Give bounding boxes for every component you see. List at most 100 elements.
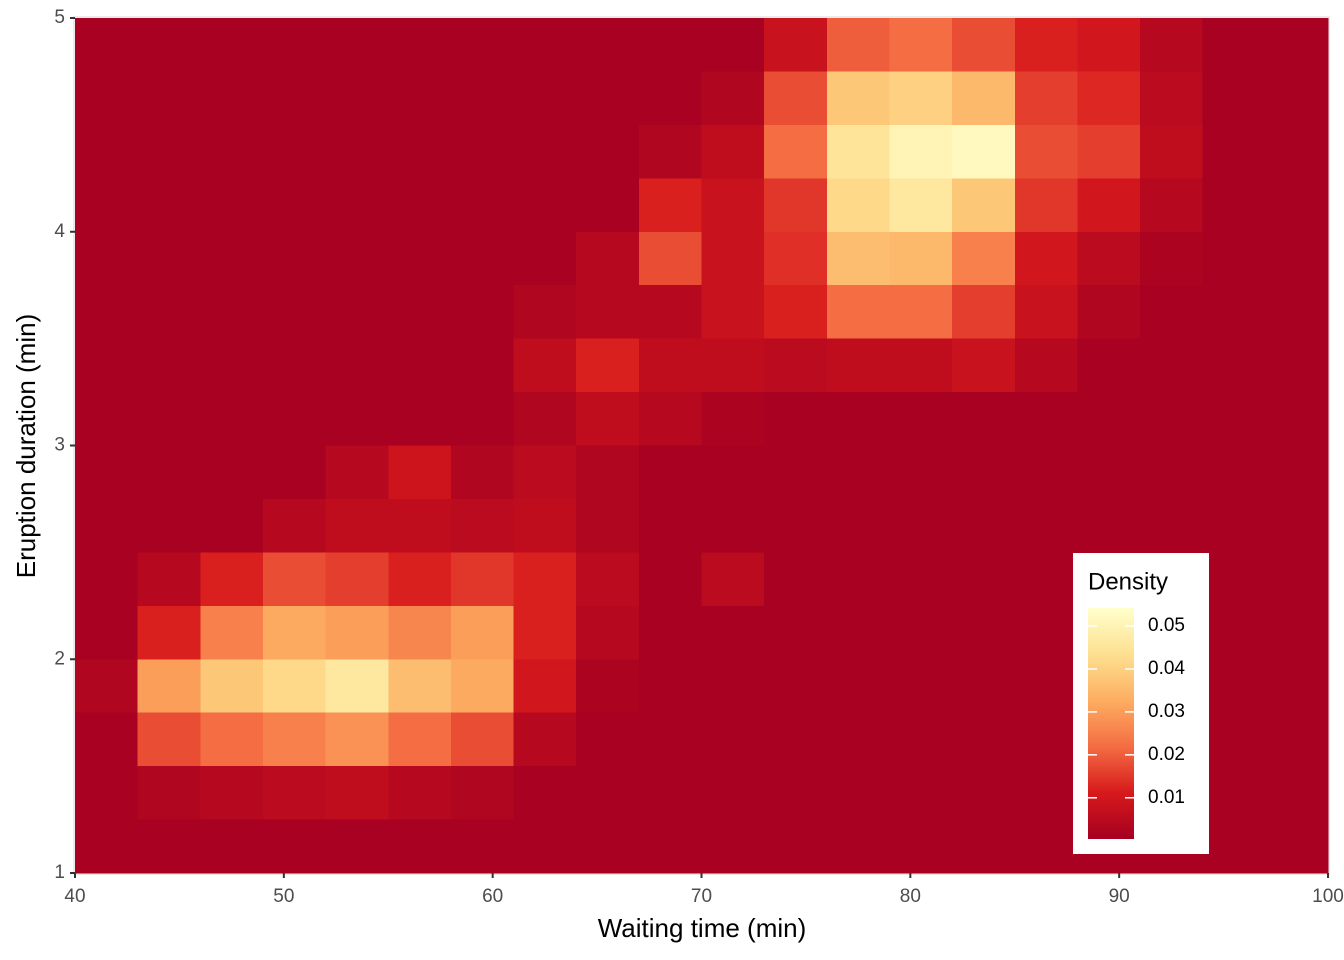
heatmap-cell	[764, 498, 828, 553]
heatmap-cell	[388, 18, 452, 72]
heatmap-cell	[952, 605, 1016, 660]
x-tick-label: 80	[900, 886, 921, 907]
heatmap-cell	[75, 124, 139, 179]
heatmap-cell	[1202, 819, 1266, 874]
heatmap-cell	[262, 659, 327, 714]
heatmap-cell	[325, 18, 389, 72]
heatmap-cell	[137, 178, 201, 233]
heatmap-cell	[1014, 445, 1078, 500]
x-tick-label: 100	[1312, 886, 1344, 907]
heatmap-cell	[450, 392, 515, 446]
heatmap-cell	[1140, 231, 1204, 286]
heatmap-cell	[1202, 231, 1266, 286]
heatmap-cell	[889, 605, 953, 660]
heatmap-cell	[889, 18, 953, 72]
heatmap-cell	[75, 766, 139, 821]
heatmap-cell	[952, 231, 1016, 286]
heatmap-cell	[576, 819, 640, 874]
heatmap-cell	[826, 71, 890, 126]
heatmap-cell	[1140, 71, 1204, 126]
heatmap-cell	[638, 71, 702, 126]
heatmap-cell	[450, 285, 515, 340]
heatmap-cell	[1202, 338, 1266, 393]
heatmap-cell	[262, 231, 327, 286]
heatmap-cell	[513, 71, 577, 126]
heatmap-cell	[513, 659, 577, 714]
heatmap-cell	[388, 71, 452, 126]
heatmap-cell	[952, 766, 1016, 821]
heatmap-cell	[137, 498, 201, 553]
heatmap-cell	[826, 231, 890, 286]
heatmap-cell	[764, 18, 828, 72]
heatmap-cell	[576, 659, 640, 714]
heatmap-cell	[75, 18, 139, 72]
heatmap-cell	[1014, 338, 1078, 393]
heatmap-cell	[764, 552, 828, 607]
heatmap-cell	[952, 285, 1016, 340]
heatmap-cell	[450, 124, 515, 179]
heatmap-cell	[576, 71, 640, 126]
heatmap-cell	[889, 445, 953, 500]
heatmap-cell	[1014, 712, 1078, 767]
heatmap-cell	[1077, 18, 1141, 72]
heatmap-cell	[638, 819, 702, 874]
heatmap-cell	[325, 445, 389, 500]
heatmap-cell	[75, 392, 139, 446]
heatmap-cell	[388, 819, 452, 874]
heatmap-cell	[262, 552, 327, 607]
heatmap-cell	[200, 819, 264, 874]
heatmap-cell	[75, 231, 139, 286]
heatmap-cell	[952, 659, 1016, 714]
heatmap-cell	[513, 18, 577, 72]
heatmap-cell	[1077, 338, 1141, 393]
heatmap-cell	[325, 605, 389, 660]
heatmap-cell	[764, 766, 828, 821]
heatmap-cell	[701, 124, 765, 179]
heatmap-cell	[889, 71, 953, 126]
heatmap-cell	[75, 445, 139, 500]
heatmap-cell	[638, 178, 702, 233]
heatmap-cell	[576, 178, 640, 233]
heatmap-cell	[764, 712, 828, 767]
heatmap-cell	[1077, 71, 1141, 126]
heatmap-cell	[1265, 285, 1329, 340]
heatmap-cell	[137, 231, 201, 286]
heatmap-cell	[513, 552, 577, 607]
colorbar-label: 0.01	[1148, 787, 1185, 808]
heatmap-cell	[889, 552, 953, 607]
heatmap-cell	[200, 124, 264, 179]
heatmap-cell	[75, 819, 139, 874]
heatmap-cell	[1265, 18, 1329, 72]
heatmap-cell	[1202, 124, 1266, 179]
heatmap-cell	[1014, 71, 1078, 126]
heatmap-cell	[826, 766, 890, 821]
heatmap-cell	[75, 71, 139, 126]
heatmap-cell	[513, 445, 577, 500]
heatmap-cell	[325, 552, 389, 607]
heatmap-cell	[262, 178, 327, 233]
heatmap-cell	[1014, 392, 1078, 446]
heatmap-cell	[388, 178, 452, 233]
colorbar-label: 0.03	[1148, 701, 1185, 722]
heatmap-cell	[1014, 766, 1078, 821]
heatmap-cell	[325, 819, 389, 874]
heatmap-cell	[638, 659, 702, 714]
heatmap-cell	[450, 445, 515, 500]
heatmap-cell	[638, 605, 702, 660]
heatmap-cell	[262, 18, 327, 72]
heatmap-cell	[826, 819, 890, 874]
colorbar	[1088, 608, 1134, 839]
heatmap-cell	[764, 445, 828, 500]
heatmap-cell	[826, 712, 890, 767]
heatmap-cell	[1265, 712, 1329, 767]
heatmap-cell	[638, 552, 702, 607]
heatmap-cell	[1140, 178, 1204, 233]
heatmap-cell	[262, 71, 327, 126]
y-tick-label: 3	[54, 435, 65, 456]
heatmap-cell	[137, 392, 201, 446]
heatmap-cell	[388, 712, 452, 767]
colorbar-label: 0.05	[1148, 615, 1185, 636]
heatmap-cell	[1077, 498, 1141, 553]
heatmap-cell	[576, 285, 640, 340]
